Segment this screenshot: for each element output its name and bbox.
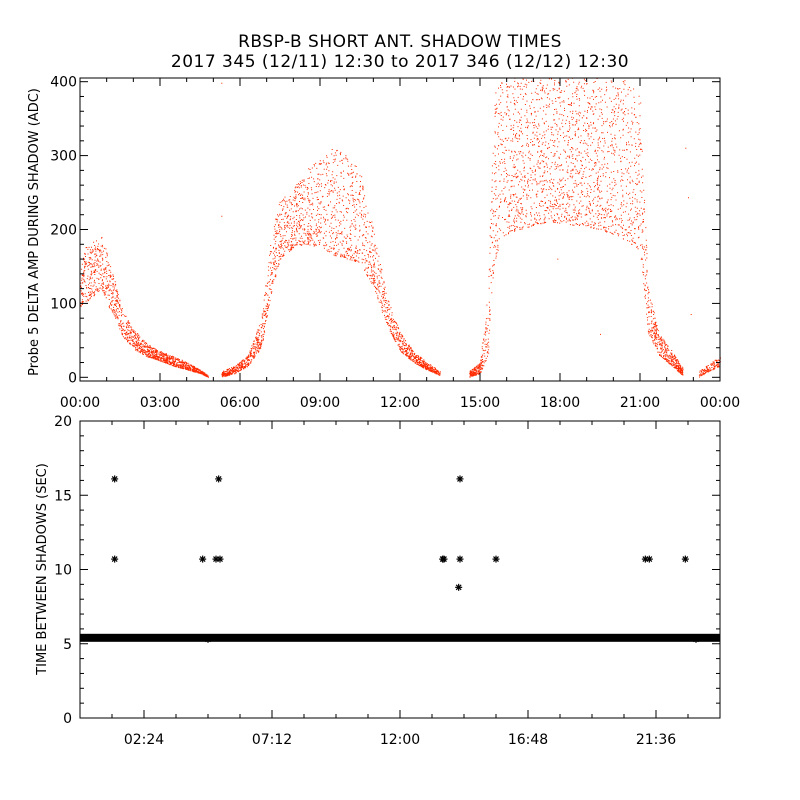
top-data-points (80, 77, 721, 378)
bottom-plot-frame (79, 420, 721, 719)
data-point (456, 475, 464, 483)
bottom-data-points (80, 475, 720, 643)
data-point (492, 555, 500, 563)
bottom-y-tick-label: 10 (54, 563, 72, 579)
data-point (645, 555, 653, 563)
bottom-y-tick-label: 20 (54, 414, 72, 430)
data-point (692, 635, 700, 643)
data-point (440, 555, 448, 563)
chart-subtitle: 2017 345 (12/11) 12:30 to 2017 346 (12/1… (170, 52, 630, 72)
top-x-tick-label: 21:00 (620, 395, 660, 411)
bottom-x-tick-label: 07:12 (252, 732, 292, 748)
top-y-tick-label: 100 (50, 296, 77, 312)
top-y-axis-title: Probe 5 DELTA AMP DURING SHADOW (ADC) (27, 88, 42, 376)
baseline-band (80, 633, 720, 642)
data-point (199, 555, 207, 563)
data-point (111, 475, 119, 483)
data-point (456, 555, 464, 563)
top-axis-ticks: 00:00 03:00 06:00 09:00 12:00 15:00 18:00 21:00… (50, 75, 740, 411)
bottom-x-tick-label: 02:24 (124, 732, 164, 748)
top-x-tick-label: 12:00 (380, 395, 420, 411)
top-y-tick-label: 0 (68, 370, 77, 386)
top-x-tick-label: 09:00 (300, 395, 340, 411)
bottom-y-tick-label: 0 (63, 711, 72, 727)
data-point (455, 583, 463, 591)
top-x-tick-label: 18:00 (540, 395, 580, 411)
bottom-x-tick-label: 16:48 (508, 732, 548, 748)
data-point (681, 555, 689, 563)
data-point (215, 475, 223, 483)
top-x-tick-label: 06:00 (220, 395, 260, 411)
data-point (216, 555, 224, 563)
top-y-tick-label: 300 (50, 149, 77, 165)
top-y-tick-label: 400 (50, 75, 77, 91)
data-point (111, 555, 119, 563)
top-x-tick-label: 00:00 (700, 395, 740, 411)
bottom-y-axis-title: TIME BETWEEN SHADOWS (SEC) (35, 463, 50, 676)
top-y-tick-label: 200 (50, 223, 77, 239)
bottom-x-tick-label: 12:00 (380, 732, 420, 748)
bottom-axis-ticks: 02:24 07:12 12:00 16:48 21:36 0 5 10 15 20 (54, 414, 721, 748)
top-x-tick-label: 15:00 (460, 395, 500, 411)
top-plot: 00:00 03:00 06:00 09:00 12:00 15:00 18:00 21:00… (27, 75, 740, 411)
chart-title: RBSP-B SHORT ANT. SHADOW TIMES (238, 32, 562, 52)
bottom-x-tick-label: 21:36 (636, 732, 676, 748)
top-x-tick-label: 03:00 (140, 395, 180, 411)
top-plot-frame (79, 77, 721, 382)
bottom-y-tick-label: 5 (63, 637, 72, 653)
bottom-plot: 02:24 07:12 12:00 16:48 21:36 0 5 10 15 20 TIME B… (35, 414, 721, 748)
data-point (204, 635, 212, 643)
top-series-points (80, 77, 721, 378)
top-x-tick-label: 00:00 (60, 395, 100, 411)
bottom-y-tick-label: 15 (54, 488, 72, 504)
